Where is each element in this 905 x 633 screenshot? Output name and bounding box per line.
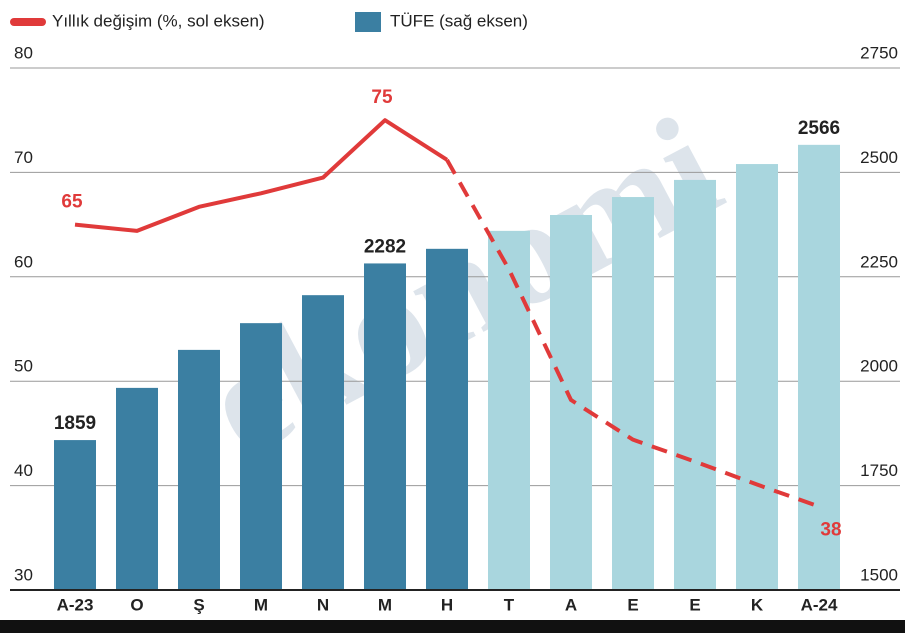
bar <box>550 214 592 591</box>
y-tick-label: 60 <box>14 252 33 271</box>
legend-line: Yıllık değişim (%, sol eksen) <box>52 11 265 30</box>
bar <box>178 349 220 590</box>
y2-tick-label: 1750 <box>860 461 898 480</box>
x-tick-label: A-23 <box>57 595 94 614</box>
bar <box>302 295 344 590</box>
y-tick-label: 30 <box>14 565 33 584</box>
x-tick-label: E <box>689 595 700 614</box>
line-value-label: 38 <box>820 519 841 540</box>
x-tick-label: O <box>130 595 143 614</box>
bar <box>612 197 654 591</box>
bar <box>240 323 282 590</box>
y2-tick-label: 2000 <box>860 357 898 376</box>
y2-tick-label: 2250 <box>860 252 898 271</box>
y2-tick-label: 2750 <box>860 43 898 62</box>
line-forecast <box>445 158 820 509</box>
y-tick-label: 40 <box>14 461 33 480</box>
footer-bar <box>0 620 905 633</box>
bar <box>488 230 530 590</box>
bar-value-label: 2566 <box>798 118 840 139</box>
x-tick-label: M <box>378 595 392 614</box>
bar <box>426 248 468 590</box>
x-tick-label: H <box>441 595 453 614</box>
y2-tick-label: 2500 <box>860 148 898 167</box>
line-value-label: 75 <box>371 87 393 108</box>
bar <box>674 179 716 590</box>
x-tick-label: Ş <box>193 595 204 614</box>
bar <box>116 387 158 590</box>
bar <box>54 440 96 590</box>
bar <box>798 144 840 591</box>
line <box>74 118 449 233</box>
x-tick-label: M <box>254 595 268 614</box>
bar-value-label: 1859 <box>54 413 96 434</box>
y-tick-label: 50 <box>14 357 33 376</box>
line-value-label: 65 <box>61 192 83 213</box>
x-tick-label: K <box>751 595 764 614</box>
x-tick-label: N <box>317 595 329 614</box>
x-tick-label: E <box>627 595 638 614</box>
y2-tick-label: 1500 <box>860 565 898 584</box>
bar <box>364 263 406 590</box>
bar-value-label: 2282 <box>364 236 406 257</box>
y-tick-label: 70 <box>14 148 33 167</box>
x-tick-label: A <box>565 595 577 614</box>
x-tick-label: T <box>504 595 515 614</box>
y-tick-label: 80 <box>14 43 33 62</box>
legend-bar: TÜFE (sağ eksen) <box>390 11 528 30</box>
x-tick-label: A-24 <box>801 595 838 614</box>
legend-bar-swatch <box>355 12 381 32</box>
bar <box>736 164 778 590</box>
